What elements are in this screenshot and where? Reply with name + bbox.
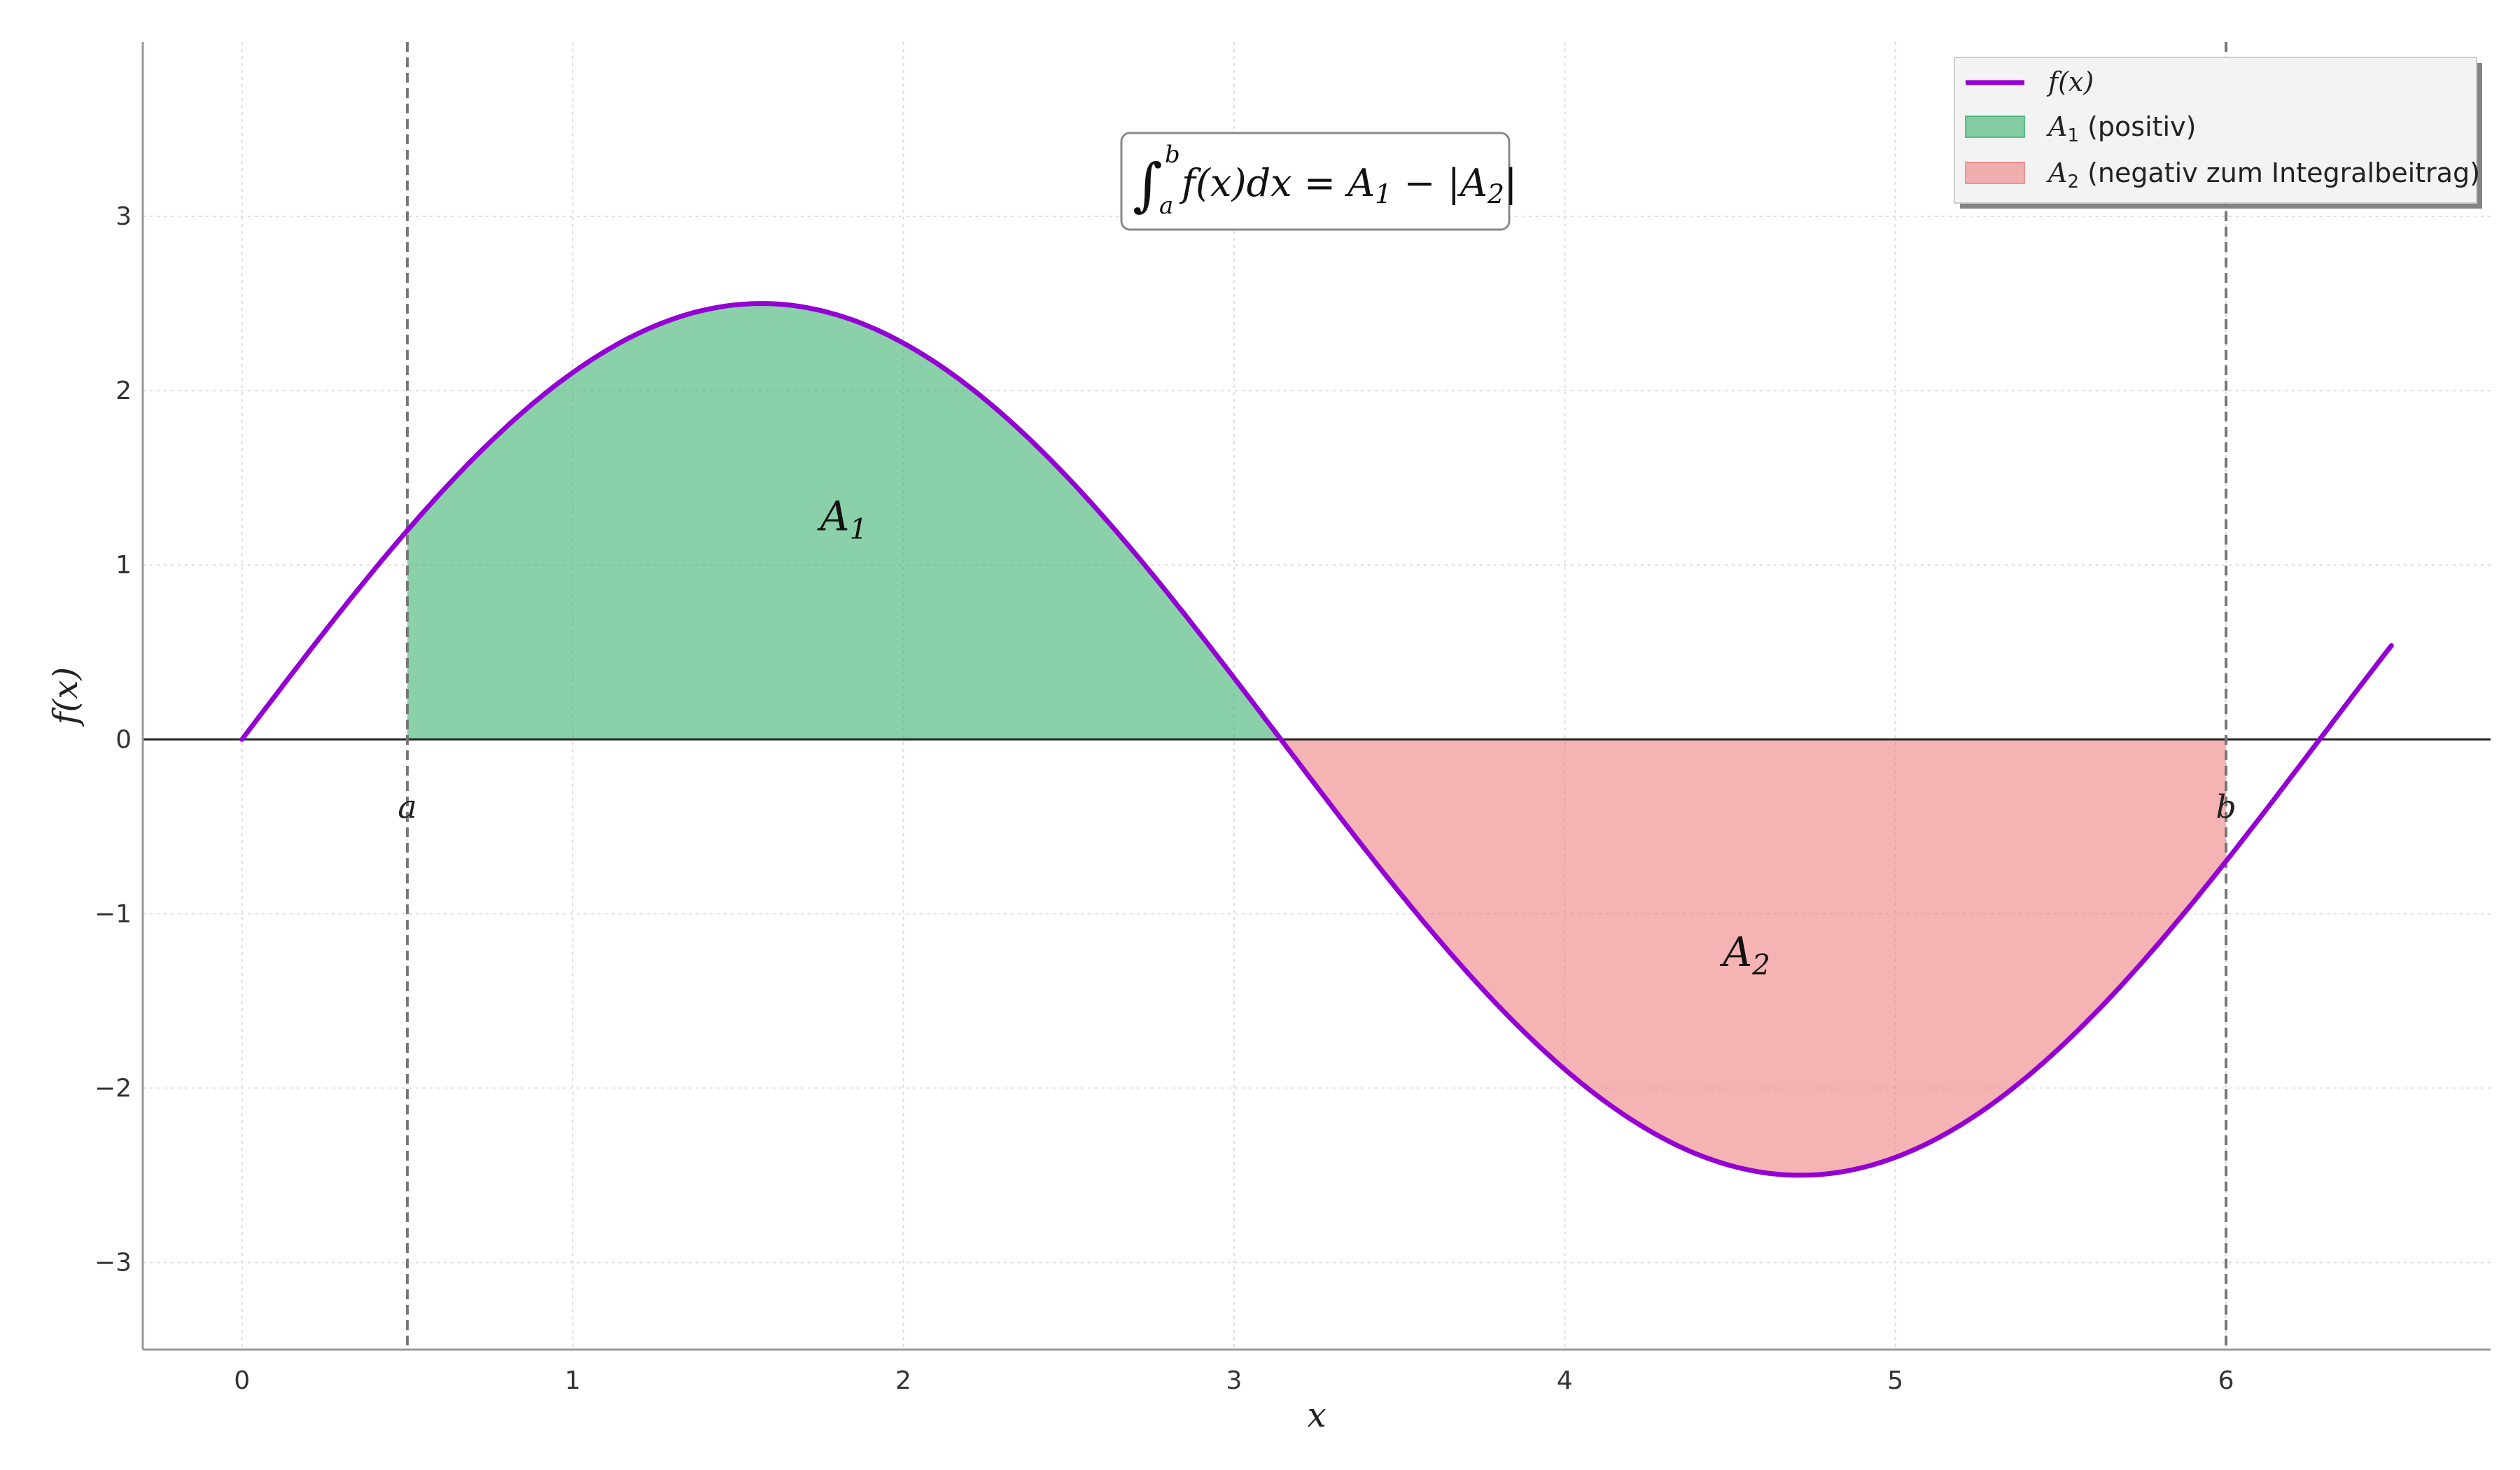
- area-a2-fill: [1280, 739, 2227, 1175]
- formula-box-frame: [1120, 132, 1511, 231]
- legend: f(x) A1 (positiv) A2 (negativ zum Integr…: [1954, 57, 2482, 209]
- function-curve: [239, 301, 2394, 1178]
- formula-upper-bound: b: [1165, 141, 1180, 169]
- legend-swatch-a2: [1965, 162, 2025, 184]
- legend-label-a2: A2 (negativ zum Integralbeitrag): [2046, 158, 2480, 192]
- x-axis-label: x: [1307, 1396, 1326, 1435]
- area-a1-fill: [407, 303, 1281, 740]
- region-a2-label: A2: [1719, 928, 1770, 981]
- y-tick-0: 0: [115, 725, 132, 754]
- legend-swatch-a1: [1965, 115, 2025, 138]
- y-axis-label: f(x): [46, 667, 85, 727]
- y-tick-2: 2: [115, 377, 132, 405]
- formula-text: f(x)dx = A1 − |A2|: [1179, 161, 1517, 209]
- y-tick--1: −1: [94, 899, 132, 928]
- y-tick-1: 1: [115, 551, 132, 580]
- bound-a-label: a: [398, 788, 416, 825]
- axis-spines: [141, 42, 2491, 1351]
- integral-sign-icon: ∫: [1133, 152, 1163, 218]
- legend-frame: [1954, 57, 2477, 204]
- x-tick-labels: 0 1 2 3 4 5 6: [234, 1366, 2234, 1395]
- formula-box: ∫ a b f(x)dx = A1 − |A2|: [1120, 132, 1517, 231]
- x-tick-6: 6: [2218, 1366, 2234, 1395]
- region-a1-label: A1: [817, 492, 868, 545]
- x-tick-0: 0: [234, 1366, 250, 1395]
- x-tick-3: 3: [1226, 1366, 1242, 1395]
- bound-b-label: b: [2216, 788, 2236, 825]
- x-tick-5: 5: [1887, 1366, 1903, 1395]
- legend-label-a1: A1 (positiv): [2046, 111, 2196, 146]
- y-tick-3: 3: [115, 202, 132, 231]
- formula-lower-bound: a: [1159, 192, 1173, 220]
- y-tick--2: −2: [94, 1074, 132, 1102]
- legend-label-fx: f(x): [2046, 66, 2094, 97]
- x-tick-1: 1: [565, 1366, 581, 1395]
- y-tick-labels: −3 −2 −1 0 1 2 3: [94, 202, 132, 1277]
- x-tick-2: 2: [895, 1366, 911, 1395]
- x-tick-4: 4: [1557, 1366, 1573, 1395]
- y-tick--3: −3: [94, 1248, 132, 1277]
